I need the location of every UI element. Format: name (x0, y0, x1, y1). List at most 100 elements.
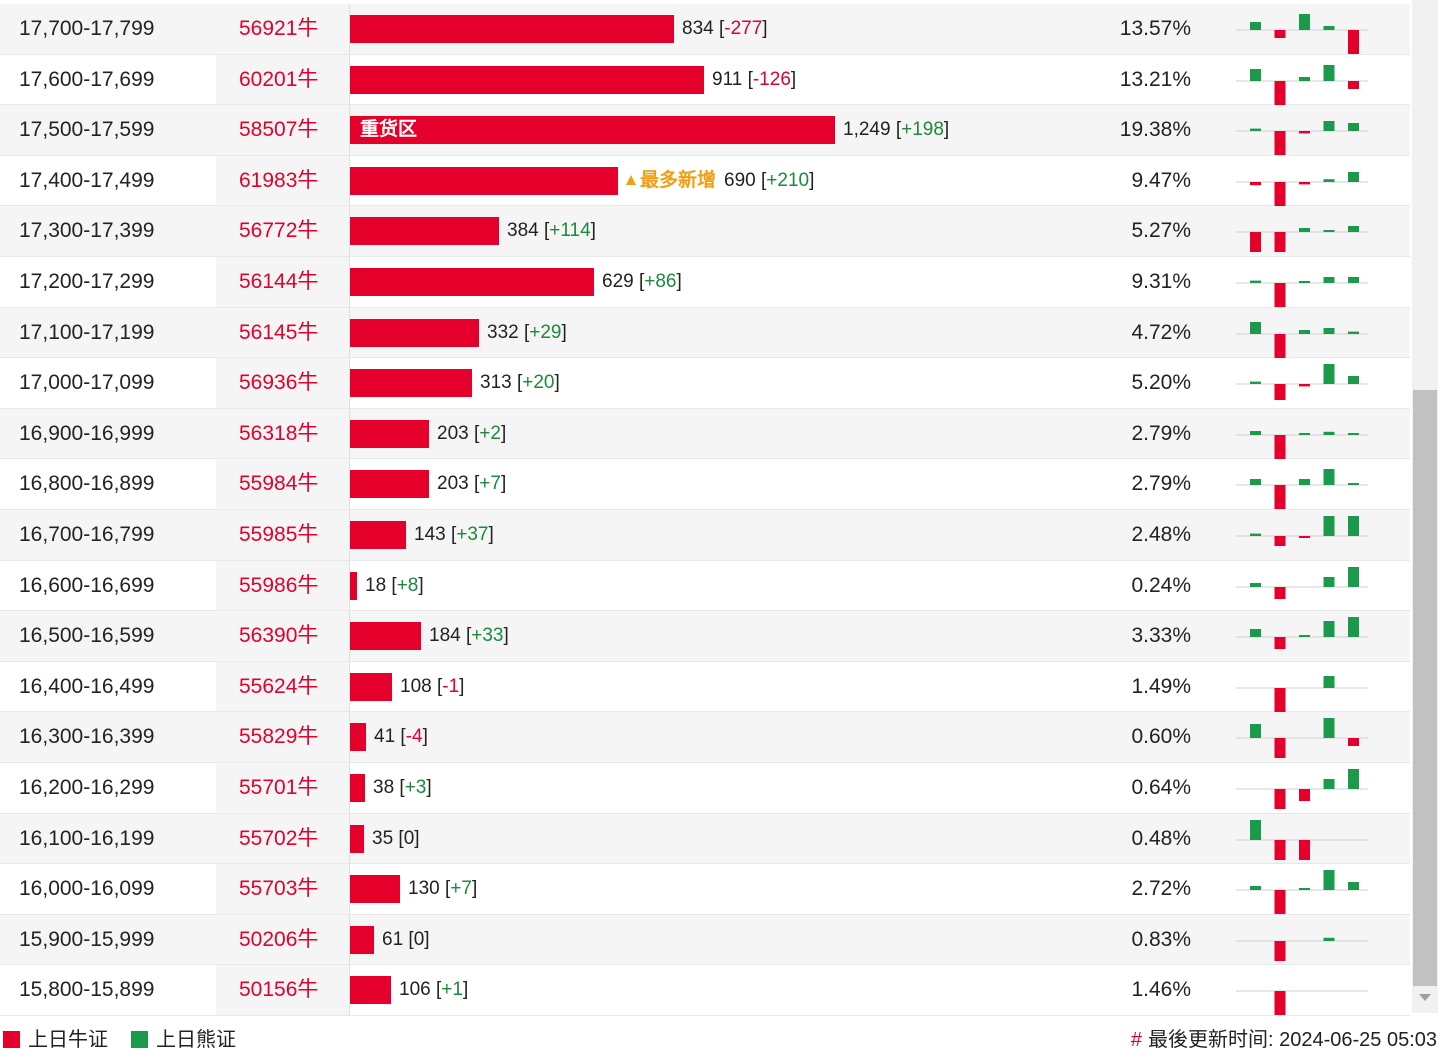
percentage: 1.49% (1131, 674, 1191, 698)
table-row[interactable]: 16,000-16,099 55703牛 130 [+7] 2.72% (0, 864, 1410, 915)
scroll-down-arrow-icon[interactable] (1419, 994, 1431, 1001)
cbbc-code-link[interactable]: 55624牛 (216, 661, 349, 712)
bar-cell: 最多新增 690 [+210] (349, 155, 1090, 206)
most-added-badge: 最多新增 (626, 170, 716, 191)
cbbc-code-link[interactable]: 55702牛 (216, 813, 349, 864)
sparkline (1236, 915, 1368, 965)
table-row[interactable]: 16,100-16,199 55702牛 35 [0] 0.48% (0, 813, 1410, 865)
table-row[interactable]: 17,600-17,699 60201牛 911 [-126] 13.21% (0, 54, 1410, 106)
sparkline-bar (1323, 621, 1335, 638)
table-row[interactable]: 15,800-15,899 50156牛 106 [+1] 1.46% (0, 965, 1410, 1016)
bar-cell: 384 [+114] (349, 206, 1090, 256)
count-bar (350, 217, 499, 246)
cbbc-code-link[interactable]: 50156牛 (216, 965, 349, 1015)
scrollbar-thumb[interactable] (1413, 390, 1437, 986)
table-row[interactable]: 16,200-16,299 55701牛 38 [+3] 0.64% (0, 762, 1410, 814)
table-row[interactable]: 16,300-16,399 55829牛 41 [-4] 0.60% (0, 712, 1410, 763)
sparkline-bar (1250, 232, 1261, 253)
count-bar (350, 470, 429, 499)
cbbc-code-link[interactable]: 55986牛 (216, 560, 349, 611)
count-value: 203 (437, 422, 469, 444)
bar-cell: 203 [+7] (349, 459, 1090, 509)
sparkline-bar (1274, 839, 1286, 860)
count-value: 108 (400, 675, 432, 697)
sparkline-bar (1274, 131, 1286, 156)
cbbc-code-link[interactable]: 55829牛 (216, 712, 349, 762)
table-row[interactable]: 16,800-16,899 55984牛 203 [+7] 2.79% (0, 459, 1410, 510)
cbbc-code-link[interactable]: 56936牛 (216, 358, 349, 408)
count-text: 61 [0] (382, 928, 430, 950)
sparkline-bar (1323, 230, 1335, 233)
table-row[interactable]: 16,900-16,999 56318牛 203 [+2] 2.79% (0, 408, 1410, 460)
price-range: 17,300-17,399 (19, 219, 155, 243)
sparkline-bar (1348, 226, 1359, 233)
count-text: 911 [-126] (712, 68, 797, 90)
cbbc-code-link[interactable]: 61983牛 (216, 155, 349, 206)
table-row[interactable]: 16,400-16,499 55624牛 108 [-1] 1.49% (0, 661, 1410, 713)
count-delta: +114 (549, 220, 591, 242)
percentage: 1.46% (1131, 978, 1191, 1002)
cbbc-code-link[interactable]: 56390牛 (216, 611, 349, 661)
cbbc-code-link[interactable]: 55984牛 (216, 459, 349, 509)
count-bar (350, 824, 364, 853)
cbbc-code-link[interactable]: 50206牛 (216, 914, 349, 965)
table-row[interactable]: 16,600-16,699 55986牛 18 [+8] 0.24% (0, 560, 1410, 612)
count-text: 203 [+2] (437, 422, 507, 444)
count-value: 332 (487, 321, 519, 343)
cbbc-code-link[interactable]: 56921牛 (216, 4, 349, 54)
cbbc-code-link[interactable]: 58507牛 (216, 105, 349, 155)
table-row[interactable]: 17,300-17,399 56772牛 384 [+114] 5.27% (0, 206, 1410, 257)
count-value: 184 (429, 625, 461, 647)
count-bar (350, 267, 594, 296)
sparkline-bar (1274, 940, 1286, 961)
badge-label: 最多新增 (640, 169, 717, 191)
price-range: 17,100-17,199 (19, 320, 155, 344)
table-row[interactable]: 17,500-17,599 58507牛 重货区 1,249 [+198] 19.38% (0, 105, 1410, 156)
count-bar (350, 622, 421, 651)
sparkline-bar (1299, 280, 1310, 283)
sparkline-bar (1274, 991, 1286, 1016)
sparkline-bar (1250, 430, 1261, 435)
sparkline-bar (1250, 819, 1261, 840)
vertical-scrollbar[interactable] (1412, 0, 1438, 1013)
table-row[interactable]: 15,900-15,999 50206牛 61 [0] 0.83% (0, 914, 1410, 966)
count-bar (350, 875, 400, 904)
count-bar: 重货区 (350, 116, 835, 145)
table-row[interactable]: 17,700-17,799 56921牛 834 [-277] 13.57% (0, 4, 1410, 55)
sparkline-bar (1250, 68, 1261, 81)
count-delta: +3 (404, 776, 427, 798)
sparkline (1236, 459, 1368, 510)
count-text: 629 [+86] (602, 270, 682, 292)
cbbc-code-link[interactable]: 55703牛 (216, 864, 349, 914)
bear-swatch-icon (131, 1031, 148, 1048)
percentage: 9.47% (1131, 168, 1191, 192)
table-row[interactable]: 17,100-17,199 56145牛 332 [+29] 4.72% (0, 307, 1410, 359)
table-row[interactable]: 17,400-17,499 61983牛 最多新增 690 [+210] 9.47% (0, 155, 1410, 207)
cbbc-code-link[interactable]: 55985牛 (216, 509, 349, 560)
count-text: 106 [+1] (399, 979, 469, 1001)
sparkline-bar (1299, 14, 1310, 30)
sparkline-bar (1250, 22, 1261, 30)
cbbc-code-link[interactable]: 56772牛 (216, 206, 349, 256)
cbbc-code-link[interactable]: 60201牛 (216, 54, 349, 105)
count-text: 332 [+29] (487, 321, 567, 343)
count-text: 1,249 [+198] (843, 119, 950, 141)
table-row[interactable]: 16,700-16,799 55985牛 143 [+37] 2.48% (0, 509, 1410, 561)
bull-swatch-icon (3, 1031, 20, 1048)
count-bar (350, 166, 618, 195)
percentage: 3.33% (1131, 624, 1191, 648)
count-delta: +33 (471, 625, 504, 647)
sparkline (1236, 611, 1368, 661)
cbbc-code-link[interactable]: 56318牛 (216, 408, 349, 459)
percentage: 0.48% (1131, 826, 1191, 850)
sparkline-bar (1274, 788, 1286, 809)
cbbc-code-link[interactable]: 56144牛 (216, 256, 349, 307)
percentage: 5.27% (1131, 219, 1191, 243)
sparkline-bar (1274, 80, 1286, 105)
cbbc-code-link[interactable]: 55701牛 (216, 762, 349, 813)
table-row[interactable]: 17,000-17,099 56936牛 313 [+20] 5.20% (0, 358, 1410, 409)
table-row[interactable]: 16,500-16,599 56390牛 184 [+33] 3.33% (0, 611, 1410, 662)
bar-cell: 38 [+3] (349, 762, 1090, 813)
cbbc-code-link[interactable]: 56145牛 (216, 307, 349, 358)
table-row[interactable]: 17,200-17,299 56144牛 629 [+86] 9.31% (0, 256, 1410, 308)
